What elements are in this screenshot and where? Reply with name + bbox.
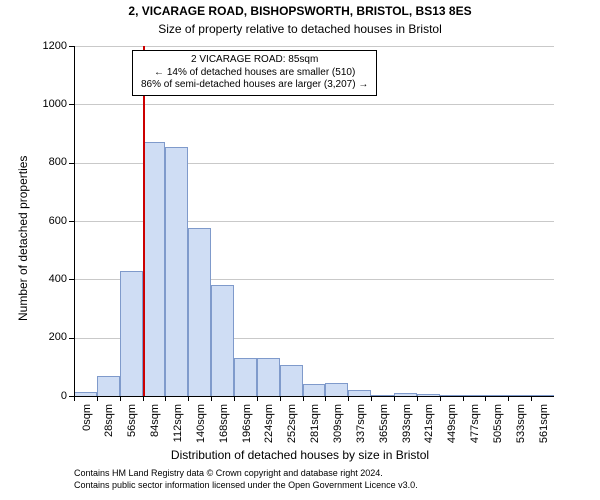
- x-tick-mark: [348, 396, 349, 401]
- property-marker-line: [143, 46, 145, 396]
- histogram-bar: [120, 271, 143, 396]
- histogram-bar: [211, 285, 234, 396]
- chart-subtitle: Size of property relative to detached ho…: [0, 22, 600, 36]
- histogram-bar: [325, 383, 348, 396]
- x-tick-label: 449sqm: [446, 404, 458, 454]
- x-tick-label: 309sqm: [332, 404, 344, 454]
- x-tick-label: 112sqm: [172, 404, 184, 454]
- histogram-bar: [97, 376, 120, 396]
- x-tick-label: 337sqm: [355, 404, 367, 454]
- histogram-bar: [165, 147, 188, 396]
- y-tick-label: 0: [61, 390, 67, 402]
- grid-line: [74, 46, 554, 47]
- histogram-bar: [257, 358, 280, 396]
- x-tick-label: 0sqm: [81, 404, 93, 454]
- x-tick-mark: [120, 396, 121, 401]
- x-tick-label: 196sqm: [241, 404, 253, 454]
- x-tick-mark: [325, 396, 326, 401]
- y-tick-label: 1000: [43, 98, 67, 110]
- x-tick-mark: [463, 396, 464, 401]
- x-tick-mark: [143, 396, 144, 401]
- x-tick-label: 505sqm: [492, 404, 504, 454]
- grid-line: [74, 104, 554, 105]
- chart-container: { "chart": { "type": "histogram", "title…: [0, 0, 600, 500]
- x-tick-label: 28sqm: [103, 404, 115, 454]
- x-tick-mark: [188, 396, 189, 401]
- x-tick-mark: [234, 396, 235, 401]
- x-tick-mark: [371, 396, 372, 401]
- x-tick-mark: [531, 396, 532, 401]
- histogram-bar: [143, 142, 166, 396]
- infobox-line1: 2 VICARAGE ROAD: 85sqm: [141, 54, 368, 67]
- x-tick-mark: [97, 396, 98, 401]
- x-axis-line: [74, 396, 554, 397]
- histogram-bar: [234, 358, 257, 396]
- y-tick-label: 200: [49, 331, 67, 343]
- infobox-line3: 86% of semi-detached houses are larger (…: [141, 79, 368, 92]
- y-axis-line: [74, 46, 75, 396]
- x-tick-mark: [394, 396, 395, 401]
- y-tick-label: 400: [49, 273, 67, 285]
- histogram-bar: [188, 228, 211, 396]
- histogram-bar: [303, 384, 326, 396]
- x-tick-mark: [257, 396, 258, 401]
- x-tick-label: 56sqm: [126, 404, 138, 454]
- x-tick-label: 84sqm: [149, 404, 161, 454]
- y-axis-label: Number of detached properties: [16, 156, 30, 321]
- attribution-line2: Contains public sector information licen…: [74, 480, 418, 490]
- infobox-line2: ← 14% of detached houses are smaller (51…: [141, 67, 368, 80]
- x-tick-mark: [280, 396, 281, 401]
- x-tick-label: 365sqm: [378, 404, 390, 454]
- x-tick-label: 561sqm: [538, 404, 550, 454]
- x-tick-mark: [165, 396, 166, 401]
- x-tick-label: 477sqm: [469, 404, 481, 454]
- y-tick-label: 800: [49, 156, 67, 168]
- x-tick-label: 281sqm: [309, 404, 321, 454]
- chart-title: 2, VICARAGE ROAD, BISHOPSWORTH, BRISTOL,…: [0, 4, 600, 18]
- x-tick-mark: [74, 396, 75, 401]
- plot-area: [74, 46, 554, 396]
- x-tick-label: 252sqm: [286, 404, 298, 454]
- histogram-bar: [280, 365, 303, 396]
- x-tick-label: 393sqm: [401, 404, 413, 454]
- x-tick-mark: [485, 396, 486, 401]
- x-tick-label: 533sqm: [515, 404, 527, 454]
- x-tick-label: 140sqm: [195, 404, 207, 454]
- x-tick-mark: [508, 396, 509, 401]
- x-tick-label: 224sqm: [263, 404, 275, 454]
- attribution-line1: Contains HM Land Registry data © Crown c…: [74, 468, 383, 478]
- x-tick-label: 168sqm: [218, 404, 230, 454]
- chart-infobox: 2 VICARAGE ROAD: 85sqm ← 14% of detached…: [132, 50, 377, 96]
- x-tick-mark: [211, 396, 212, 401]
- y-tick-label: 1200: [43, 40, 67, 52]
- x-tick-label: 421sqm: [423, 404, 435, 454]
- x-tick-mark: [303, 396, 304, 401]
- x-tick-mark: [440, 396, 441, 401]
- y-tick-label: 600: [49, 215, 67, 227]
- x-tick-mark: [417, 396, 418, 401]
